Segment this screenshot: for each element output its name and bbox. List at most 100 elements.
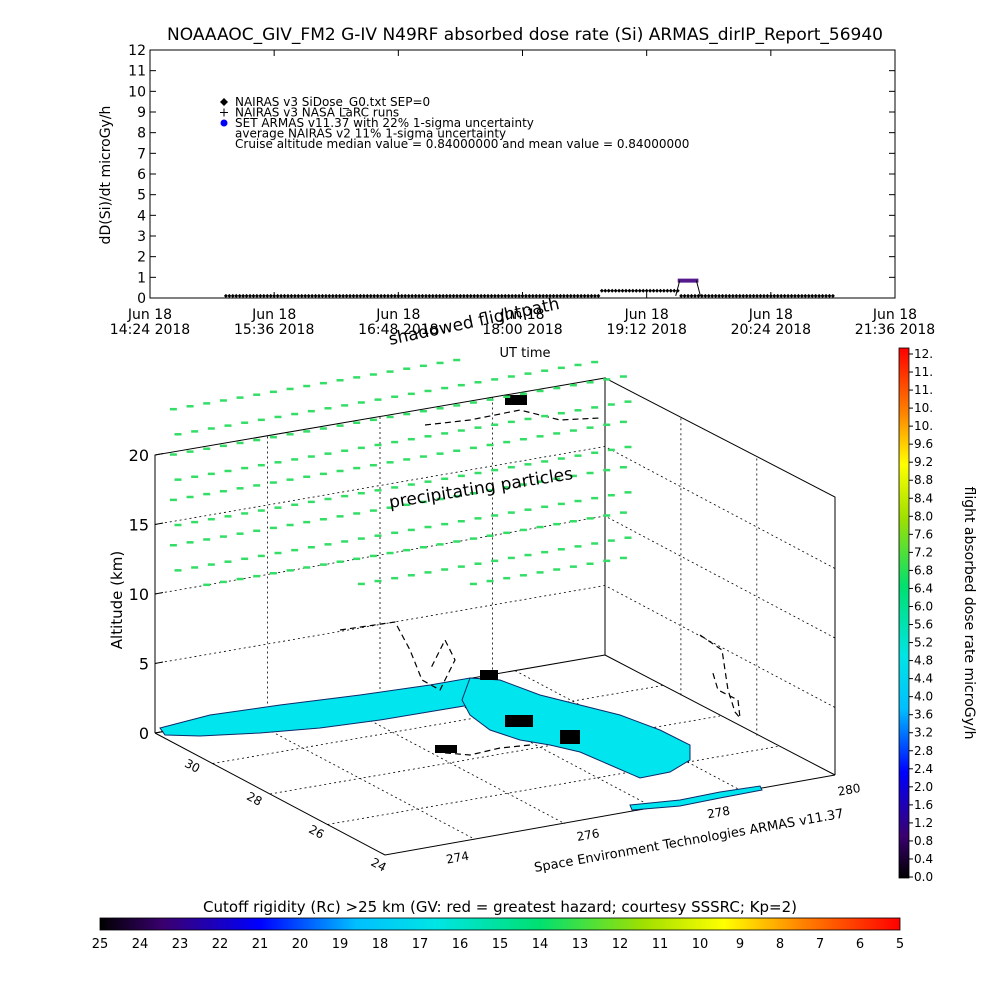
top-y-tick-label: 5	[137, 188, 146, 204]
top-x-tick-time: 14:24 2018	[110, 322, 190, 338]
nairas-point	[223, 293, 228, 298]
right-colorbar-tick-label: 8.8	[914, 473, 933, 487]
nairas-point	[406, 293, 411, 298]
legend-blue-dot-marker	[220, 119, 228, 127]
altitude-tick-mark	[154, 453, 164, 456]
nairas-point	[330, 293, 335, 298]
nairas-point	[730, 293, 735, 298]
nairas-point	[254, 293, 259, 298]
chart-title: NOAAAOC_GIV_FM2 G-IV N49RF absorbed dose…	[167, 25, 883, 45]
nairas-point	[423, 293, 428, 298]
altitude-axis-label: Altitude (km)	[108, 551, 126, 649]
nairas-point	[479, 293, 484, 298]
right-colorbar-label: flight absorbed dose rate microGy/h	[961, 487, 977, 740]
altitude-tick-mark	[154, 522, 164, 525]
nairas-point	[265, 293, 270, 298]
bottom-colorbar: Cutoff rigidity (Rc) >25 km (GV: red = g…	[92, 898, 904, 952]
nairas-point	[772, 293, 777, 298]
nairas-point	[696, 293, 701, 298]
track-ground	[434, 744, 531, 756]
right-colorbar-tick-label: 3.2	[914, 726, 933, 740]
grid-line-floor-lon	[334, 701, 566, 825]
nairas-point	[723, 293, 728, 298]
nairas-point	[403, 293, 408, 298]
nairas-point	[313, 293, 318, 298]
nairas-point	[510, 293, 515, 298]
bottom-colorbar-tick-label: 24	[132, 937, 149, 952]
nairas-point	[465, 293, 470, 298]
nairas-point	[372, 293, 377, 298]
top-x-tick-time: 18:00 2018	[482, 322, 562, 338]
nairas-point	[230, 293, 235, 298]
nairas-point	[227, 293, 232, 298]
track-cluster-b	[560, 730, 580, 744]
nairas-point	[655, 288, 660, 293]
nairas-point	[803, 293, 808, 298]
nairas-point	[551, 293, 556, 298]
nairas-point	[744, 293, 749, 298]
altitude-tick-label: 0	[139, 724, 149, 743]
nairas-point	[499, 293, 504, 298]
nairas-point	[237, 293, 242, 298]
bottom-colorbar-tick-label: 25	[92, 937, 109, 952]
top-x-tick-time: 20:24 2018	[731, 322, 811, 338]
nairas-point	[734, 293, 739, 298]
top-y-tick-label: 0	[137, 291, 146, 307]
nairas-point	[579, 293, 584, 298]
nairas-point	[713, 293, 718, 298]
top-x-tick-date: Jun 18	[375, 307, 420, 323]
nairas-point	[782, 293, 787, 298]
bottom-colorbar-tick-label: 9	[736, 937, 744, 952]
armas-left-leg	[675, 280, 681, 297]
top-series	[223, 278, 835, 298]
nairas-point	[706, 293, 711, 298]
top-plot-frame	[149, 49, 896, 299]
nairas-point	[420, 293, 425, 298]
right-colorbar-ticks: 12. 11. 11. 10. 10. 9.6 9.2 8.8 8.4 8.0 7.6 7.2 6.8 6…	[909, 347, 933, 884]
nairas-point	[627, 288, 632, 293]
top-x-tick-time: 21:36 2018	[855, 322, 935, 338]
bottom-colorbar-tick-label: 15	[492, 937, 509, 952]
right-colorbar-gradient	[898, 347, 910, 879]
nairas-point	[537, 293, 542, 298]
nairas-point	[792, 293, 797, 298]
nairas-point	[699, 293, 704, 298]
right-colorbar-tick-label: 0.8	[914, 834, 933, 848]
longitude-tick-label: 280	[837, 781, 862, 799]
nairas-point	[813, 293, 818, 298]
altitude-tick-label: 10	[129, 585, 149, 604]
nairas-point	[572, 293, 577, 298]
right-colorbar-tick-label: 8.4	[914, 491, 933, 505]
longitude-tick-label: 276	[576, 826, 601, 844]
nairas-point	[703, 293, 708, 298]
nairas-point	[765, 293, 770, 298]
bottom-colorbar-tick-label: 13	[572, 937, 589, 952]
nairas-point	[603, 288, 608, 293]
right-colorbar-tick-label: 9.6	[914, 437, 933, 451]
back-left-wall	[154, 377, 606, 733]
top-x-axis-label: UT time	[500, 346, 551, 361]
nairas-point	[541, 293, 546, 298]
bottom-colorbar-tick-label: 21	[252, 937, 269, 952]
top-y-tick-label: 7	[137, 146, 146, 162]
nairas-point	[758, 293, 763, 298]
top-x-tick-time: 16:48 2018	[358, 322, 438, 338]
nairas-point	[475, 293, 480, 298]
back-floor-edge	[604, 654, 836, 776]
top-x-tick-date: Jun 18	[499, 307, 544, 323]
nairas-point	[434, 293, 439, 298]
nairas-point	[530, 293, 535, 298]
altitude-tick-label: 20	[129, 446, 149, 465]
flight-track-points	[435, 395, 580, 753]
bottom-colorbar-gradient	[99, 917, 901, 931]
right-colorbar-tick-label: 7.2	[914, 545, 933, 559]
nairas-point	[275, 293, 280, 298]
top-x-tick-time: 19:12 2018	[606, 322, 686, 338]
nairas-point	[534, 293, 539, 298]
top-y-tick-label: 4	[137, 208, 146, 224]
nairas-point	[296, 293, 301, 298]
nairas-point	[458, 293, 463, 298]
nairas-point	[389, 293, 394, 298]
nairas-point	[686, 293, 691, 298]
